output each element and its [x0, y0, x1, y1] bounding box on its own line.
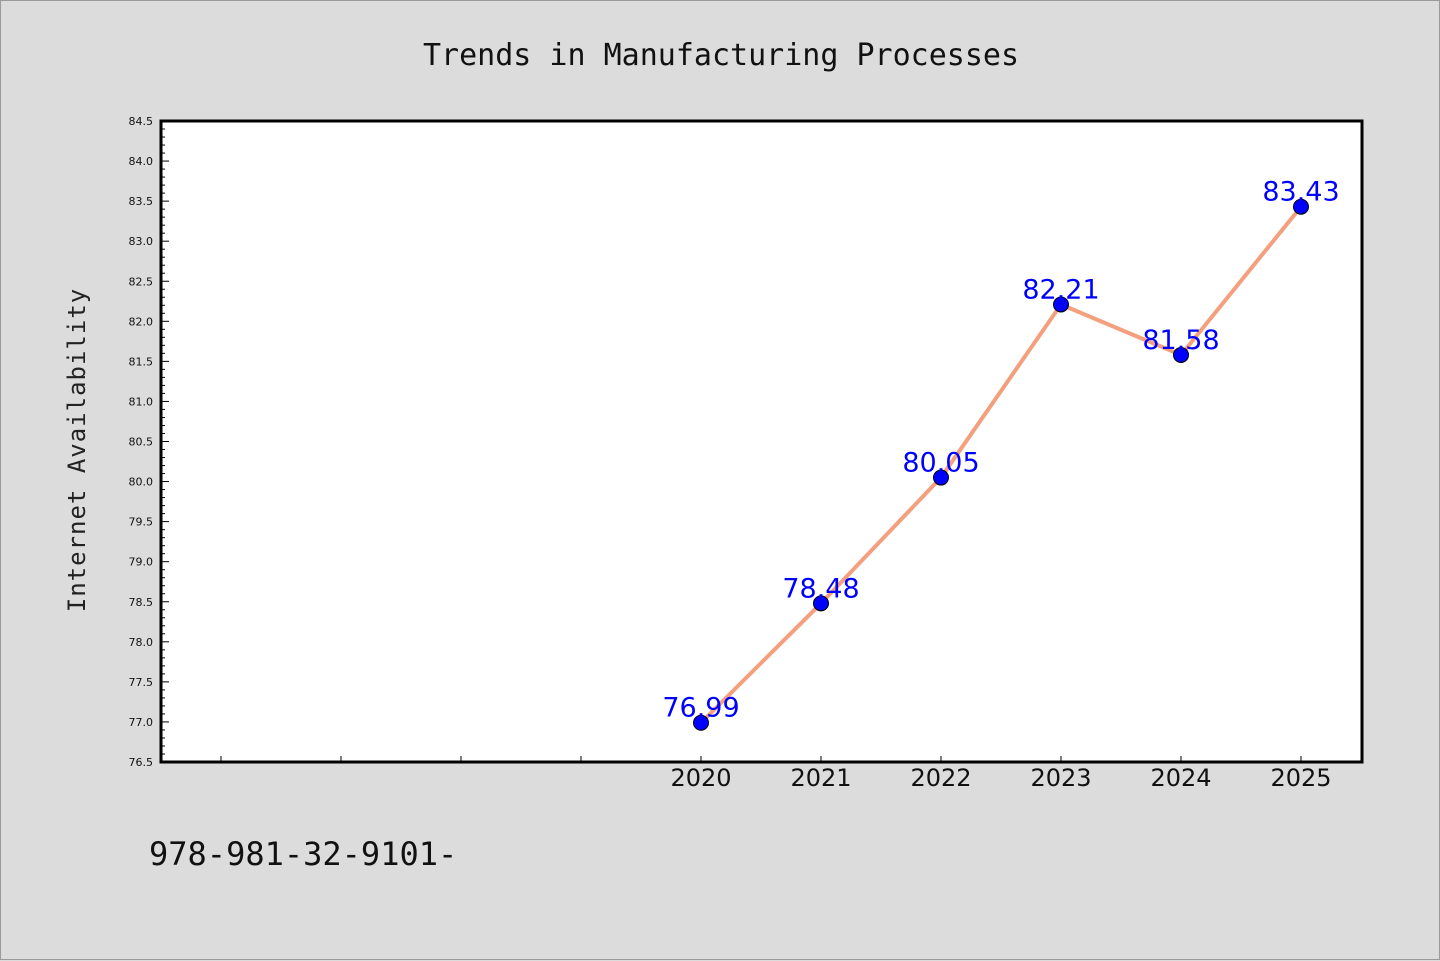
- y-tick-label: 78.5: [129, 596, 154, 609]
- series-layer: [693, 198, 1309, 731]
- chart-title: Trends in Manufacturing Processes: [423, 38, 1019, 73]
- data-point: [1053, 296, 1069, 313]
- data-label: 78.48: [782, 573, 859, 604]
- y-tick-label: 84.5: [129, 115, 154, 128]
- y-tick-label: 76.5: [129, 756, 154, 769]
- y-tick-label: 82.5: [129, 275, 154, 288]
- x-tick-label: 2021: [790, 764, 851, 792]
- data-label: 82.21: [1022, 274, 1099, 305]
- y-tick-label: 80.0: [129, 476, 154, 489]
- y-tick-label: 83.5: [129, 195, 154, 208]
- y-tick-label: 78.0: [129, 636, 154, 649]
- data-label: 81.58: [1142, 325, 1219, 356]
- data-point: [693, 714, 709, 731]
- data-label: 80.05: [902, 448, 979, 479]
- y-tick-label: 81.0: [129, 395, 154, 408]
- y-tick-label: 83.0: [129, 235, 154, 248]
- y-axis-ticks: 76.5 77.0 77.5 78.0 78.5 79.0 79.5 80.0 80.5 81.0…: [129, 115, 169, 769]
- y-tick-label: 80.5: [129, 436, 154, 449]
- y-tick-label: 77.0: [129, 716, 154, 729]
- x-tick-label: 2022: [910, 764, 971, 792]
- data-point: [933, 469, 949, 486]
- y-tick-label: 79.5: [129, 516, 154, 529]
- y-tick-label: 79.0: [129, 556, 154, 569]
- x-tick-label: 2020: [670, 764, 731, 792]
- x-axis-ticks: 2020 2021 2022 2023 2024 2025: [220, 756, 1332, 792]
- footer-caption: 978-981-32-9101-: [149, 835, 457, 873]
- x-tick-label: 2025: [1270, 764, 1331, 792]
- y-tick-label: 81.5: [129, 355, 154, 368]
- plot-area: [159, 119, 1364, 764]
- data-labels-layer: 76.99 78.48 80.05 82.21 81.58 83.43: [662, 177, 1339, 724]
- data-point: [813, 595, 829, 612]
- series-line: [699, 204, 1303, 725]
- y-tick-label: 82.0: [129, 315, 154, 328]
- data-label: 83.43: [1262, 177, 1339, 208]
- data-point: [1293, 198, 1309, 215]
- x-tick-label: 2024: [1150, 764, 1211, 792]
- y-tick-label: 84.0: [129, 155, 154, 168]
- data-point: [1173, 346, 1189, 363]
- x-tick-label: 2023: [1030, 764, 1091, 792]
- y-tick-label: 77.5: [129, 676, 154, 689]
- y-axis-label: Internet Availability: [63, 288, 91, 612]
- data-label: 76.99: [662, 693, 739, 724]
